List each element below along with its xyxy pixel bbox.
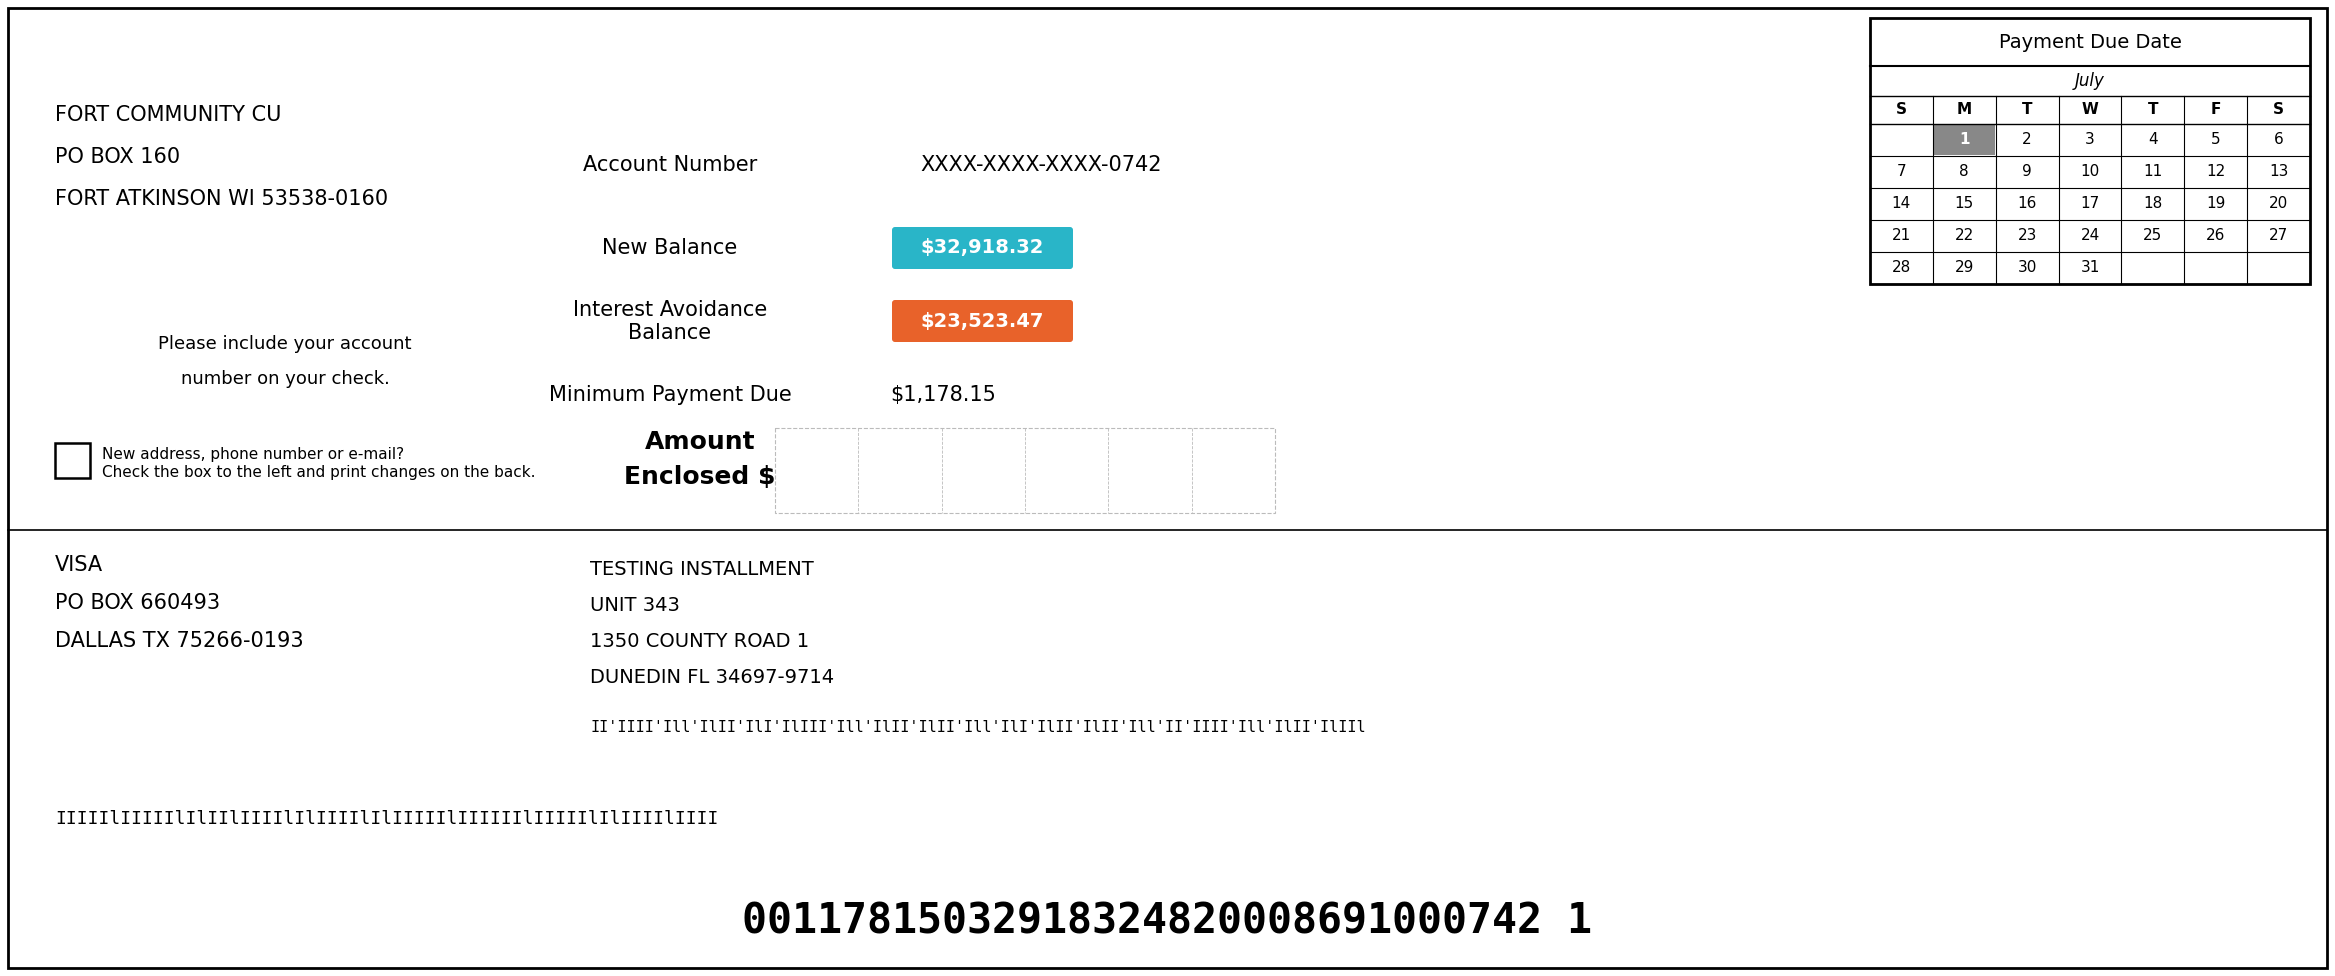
Text: M: M <box>1957 102 1971 117</box>
Text: 4: 4 <box>2148 133 2158 147</box>
Text: 10: 10 <box>2080 165 2099 180</box>
Bar <box>1933 125 1994 155</box>
Text: Amount: Amount <box>644 430 754 454</box>
Text: Minimum Payment Due: Minimum Payment Due <box>549 385 792 405</box>
Text: Payment Due Date: Payment Due Date <box>1999 32 2181 52</box>
Text: PO BOX 160: PO BOX 160 <box>56 147 180 167</box>
Text: 15: 15 <box>1954 196 1973 212</box>
Text: FORT ATKINSON WI 53538-0160: FORT ATKINSON WI 53538-0160 <box>56 189 388 209</box>
Text: 1350 COUNTY ROAD 1: 1350 COUNTY ROAD 1 <box>591 632 810 651</box>
Bar <box>56 443 91 478</box>
Text: 12: 12 <box>2207 165 2225 180</box>
Text: 23: 23 <box>2017 228 2036 243</box>
Text: 1: 1 <box>1959 133 1968 147</box>
FancyBboxPatch shape <box>892 300 1074 342</box>
Text: 26: 26 <box>2207 228 2225 243</box>
Text: DUNEDIN FL 34697-9714: DUNEDIN FL 34697-9714 <box>591 668 834 687</box>
Text: Account Number: Account Number <box>584 155 757 175</box>
Text: July: July <box>2076 72 2104 90</box>
Text: 25: 25 <box>2144 228 2162 243</box>
Text: Enclosed $: Enclosed $ <box>623 465 775 489</box>
Text: number on your check.: number on your check. <box>180 370 390 388</box>
Text: 30: 30 <box>2017 261 2036 275</box>
Text: 16: 16 <box>2017 196 2036 212</box>
Text: 3: 3 <box>2085 133 2094 147</box>
Text: $1,178.15: $1,178.15 <box>890 385 995 405</box>
Text: New address, phone number or e-mail?: New address, phone number or e-mail? <box>103 447 404 462</box>
Text: XXXX-XXXX-XXXX-0742: XXXX-XXXX-XXXX-0742 <box>920 155 1160 175</box>
Text: 18: 18 <box>2144 196 2162 212</box>
Text: 7: 7 <box>1896 165 1905 180</box>
Text: 31: 31 <box>2080 261 2099 275</box>
Text: Interest Avoidance: Interest Avoidance <box>572 300 768 320</box>
Text: W: W <box>2080 102 2099 117</box>
Text: 00117815032918324820008691000742 1: 00117815032918324820008691000742 1 <box>743 900 1592 942</box>
Text: Balance: Balance <box>628 323 712 343</box>
Text: Please include your account: Please include your account <box>159 335 411 353</box>
Text: 20: 20 <box>2270 196 2288 212</box>
Text: TESTING INSTALLMENT: TESTING INSTALLMENT <box>591 560 815 579</box>
Text: IIIIIlIIIIIlIlIIlIIIIlIlIIIIlIlIIIIIlIIIIIIlIIIIIlIlIIIIlIIII: IIIIIlIIIIIlIlIIlIIIIlIlIIIIlIlIIIIIlIII… <box>56 810 719 828</box>
Text: 5: 5 <box>2211 133 2221 147</box>
Text: PO BOX 660493: PO BOX 660493 <box>56 593 219 613</box>
Text: VISA: VISA <box>56 555 103 575</box>
Bar <box>775 428 1275 513</box>
Text: 9: 9 <box>2022 165 2031 180</box>
Text: S: S <box>2272 102 2284 117</box>
Text: $23,523.47: $23,523.47 <box>920 311 1044 331</box>
Text: T: T <box>2022 102 2031 117</box>
Text: 28: 28 <box>1891 261 1910 275</box>
Text: 21: 21 <box>1891 228 1910 243</box>
Text: 14: 14 <box>1891 196 1910 212</box>
Text: 19: 19 <box>2207 196 2225 212</box>
Text: T: T <box>2148 102 2158 117</box>
Text: 22: 22 <box>1954 228 1973 243</box>
Text: 8: 8 <box>1959 165 1968 180</box>
Text: 27: 27 <box>2270 228 2288 243</box>
Text: F: F <box>2211 102 2221 117</box>
Text: FORT COMMUNITY CU: FORT COMMUNITY CU <box>56 105 283 125</box>
Text: Check the box to the left and print changes on the back.: Check the box to the left and print chan… <box>103 465 535 480</box>
Text: $32,918.32: $32,918.32 <box>920 238 1044 258</box>
Text: S: S <box>1896 102 1908 117</box>
Bar <box>1870 18 2309 284</box>
Text: II'IIII'Ill'IlII'IlI'IlIII'Ill'IlII'IlII'Ill'IlI'IlII'IlII'Ill'II'IIII'Ill'IlII': II'IIII'Ill'IlII'IlI'IlIII'Ill'IlII'IlII… <box>591 720 1366 735</box>
Text: 13: 13 <box>2270 165 2288 180</box>
Text: 6: 6 <box>2274 133 2284 147</box>
Text: 11: 11 <box>2144 165 2162 180</box>
Text: DALLAS TX 75266-0193: DALLAS TX 75266-0193 <box>56 631 304 651</box>
Text: 29: 29 <box>1954 261 1973 275</box>
FancyBboxPatch shape <box>892 227 1074 269</box>
Text: 24: 24 <box>2080 228 2099 243</box>
Text: UNIT 343: UNIT 343 <box>591 596 679 615</box>
Text: New Balance: New Balance <box>602 238 738 258</box>
Text: 17: 17 <box>2080 196 2099 212</box>
Text: 2: 2 <box>2022 133 2031 147</box>
